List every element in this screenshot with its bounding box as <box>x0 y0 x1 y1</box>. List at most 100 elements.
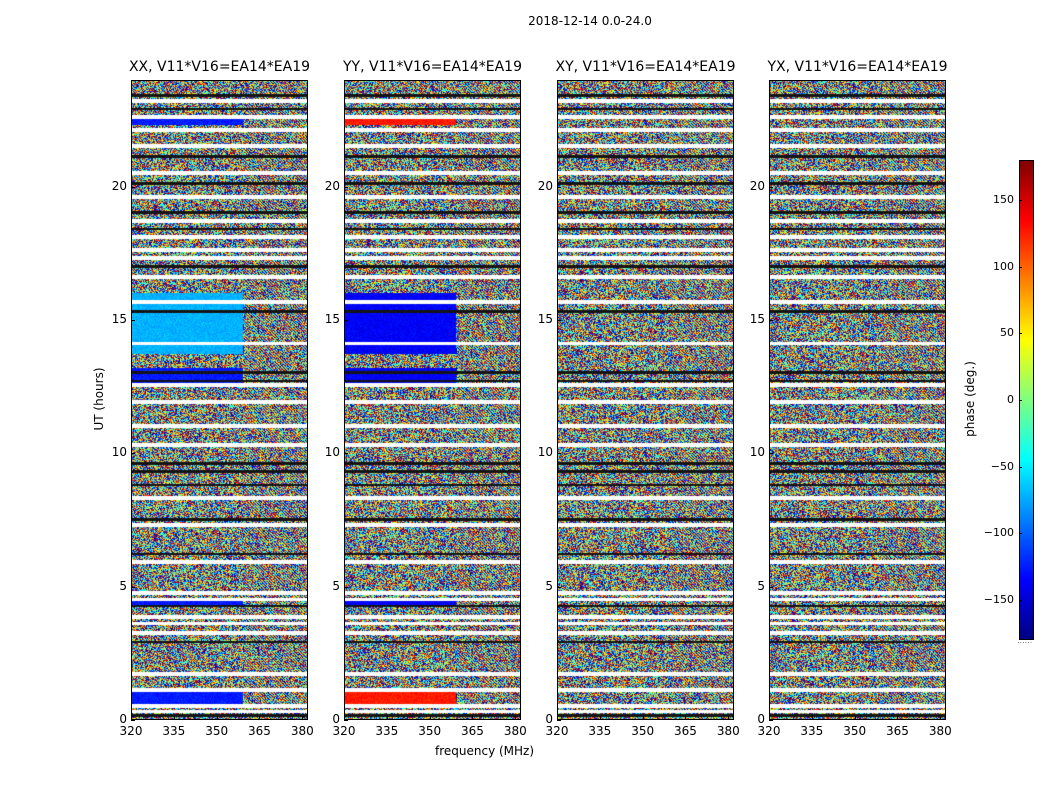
x-tick-label: 350 <box>205 724 229 738</box>
y-tick-mark <box>557 186 561 188</box>
panel-title: YX, V11*V16=EA14*EA19 <box>767 59 948 75</box>
x-tick-label: 320 <box>545 724 569 738</box>
x-tick-mark <box>854 716 856 720</box>
colorbar-tick-label: −100 <box>983 526 1014 540</box>
y-tick-mark <box>344 320 348 321</box>
y-tick-mark <box>131 586 135 588</box>
y-tick-mark <box>344 586 348 588</box>
figure-suptitle: 2018-12-14 0.0-24.0 <box>528 14 652 28</box>
x-tick-mark <box>940 716 942 720</box>
y-tick-label: 10 <box>324 445 340 460</box>
y-tick-label: 15 <box>324 312 340 326</box>
x-tick-mark <box>472 716 474 720</box>
y-tick-mark <box>557 720 561 721</box>
y-tick-label: 10 <box>749 445 765 460</box>
x-tick-label: 380 <box>928 724 952 738</box>
heatmap-image <box>769 80 946 720</box>
x-tick-mark <box>216 716 218 720</box>
x-tick-mark <box>302 716 304 720</box>
y-tick-label: 15 <box>111 312 127 326</box>
x-tick-label: 365 <box>674 724 697 738</box>
y-tick-mark <box>769 720 773 721</box>
x-tick-mark <box>557 716 558 720</box>
panel-title: XX, V11*V16=EA14*EA19 <box>128 59 311 75</box>
colorbar-tick-mark <box>1019 400 1022 401</box>
heatmap-image <box>131 80 308 720</box>
x-tick-label: 350 <box>843 724 867 738</box>
x-tick-mark <box>259 716 261 720</box>
colorbar-tick-label: 0 <box>1007 393 1014 406</box>
x-tick-mark <box>728 716 730 720</box>
y-tick-label: 10 <box>111 445 127 460</box>
y-tick-label: 20 <box>324 178 340 193</box>
colorbar-tick-label: −50 <box>990 459 1014 473</box>
y-tick-mark <box>769 186 773 188</box>
x-tick-label: 320 <box>757 724 781 738</box>
x-tick-mark <box>429 716 431 720</box>
y-tick-label: 15 <box>537 312 553 326</box>
y-tick-label: 20 <box>749 178 765 193</box>
y-tick-label: 0 <box>332 712 340 726</box>
panel-title: YY, V11*V16=EA14*EA19 <box>343 59 522 75</box>
y-tick-label: 20 <box>537 178 553 193</box>
colorbar-label: phase (deg.) <box>963 361 977 437</box>
y-tick-label: 5 <box>757 578 765 593</box>
x-tick-label: 365 <box>461 724 484 738</box>
x-tick-mark <box>769 716 770 720</box>
x-tick-label: 380 <box>503 724 527 738</box>
y-tick-label: 0 <box>757 712 765 726</box>
colorbar-tick-mark <box>1019 266 1022 268</box>
y-tick-label: 10 <box>537 445 553 460</box>
colorbar-tick-mark <box>1019 533 1022 535</box>
x-tick-mark <box>131 716 132 720</box>
colorbar-gradient <box>1019 160 1034 640</box>
colorbar-tick-mark <box>1019 200 1022 201</box>
colorbar-tick-mark <box>1019 466 1022 468</box>
y-tick-mark <box>769 453 773 455</box>
y-tick-mark <box>131 320 135 321</box>
y-tick-mark <box>344 720 348 721</box>
colorbar-tick-mark <box>1019 333 1022 335</box>
x-tick-mark <box>599 716 601 720</box>
x-tick-mark <box>642 716 644 720</box>
y-tick-mark <box>557 453 561 455</box>
x-tick-mark <box>173 716 175 720</box>
y-tick-label: 0 <box>119 712 127 726</box>
x-tick-label: 380 <box>716 724 740 738</box>
panel-title: XY, V11*V16=EA14*EA19 <box>555 59 736 75</box>
y-tick-mark <box>769 586 773 588</box>
x-tick-label: 335 <box>162 724 186 738</box>
x-axis-label: frequency (MHz) <box>434 744 535 758</box>
y-tick-label: 0 <box>545 712 553 726</box>
x-tick-mark <box>515 716 517 720</box>
y-tick-mark <box>344 453 348 455</box>
y-tick-label: 5 <box>332 578 340 593</box>
y-tick-label: 15 <box>749 312 765 326</box>
colorbar-tick-label: 50 <box>1000 326 1014 340</box>
colorbar-tick-label: 100 <box>993 259 1014 273</box>
x-tick-label: 320 <box>332 724 356 738</box>
y-tick-mark <box>769 320 773 321</box>
y-tick-label: 5 <box>545 578 553 593</box>
heatmap-image <box>557 80 734 720</box>
x-tick-mark <box>897 716 899 720</box>
x-tick-label: 365 <box>886 724 909 738</box>
y-tick-mark <box>557 320 561 321</box>
x-tick-label: 365 <box>248 724 271 738</box>
y-tick-mark <box>131 453 135 455</box>
x-tick-label: 320 <box>119 724 143 738</box>
x-tick-mark <box>685 716 687 720</box>
x-tick-label: 350 <box>631 724 655 738</box>
y-tick-mark <box>557 586 561 588</box>
y-axis-label: UT (hours) <box>92 367 106 431</box>
x-tick-label: 335 <box>800 724 824 738</box>
x-tick-label: 350 <box>418 724 442 738</box>
y-tick-mark <box>344 186 348 188</box>
x-tick-label: 335 <box>588 724 612 738</box>
x-tick-mark <box>386 716 388 720</box>
x-tick-mark <box>344 716 345 720</box>
y-tick-label: 20 <box>111 178 127 193</box>
colorbar-tick-label: −150 <box>983 593 1014 606</box>
colorbar-tick-mark <box>1019 600 1022 601</box>
x-tick-mark <box>811 716 813 720</box>
